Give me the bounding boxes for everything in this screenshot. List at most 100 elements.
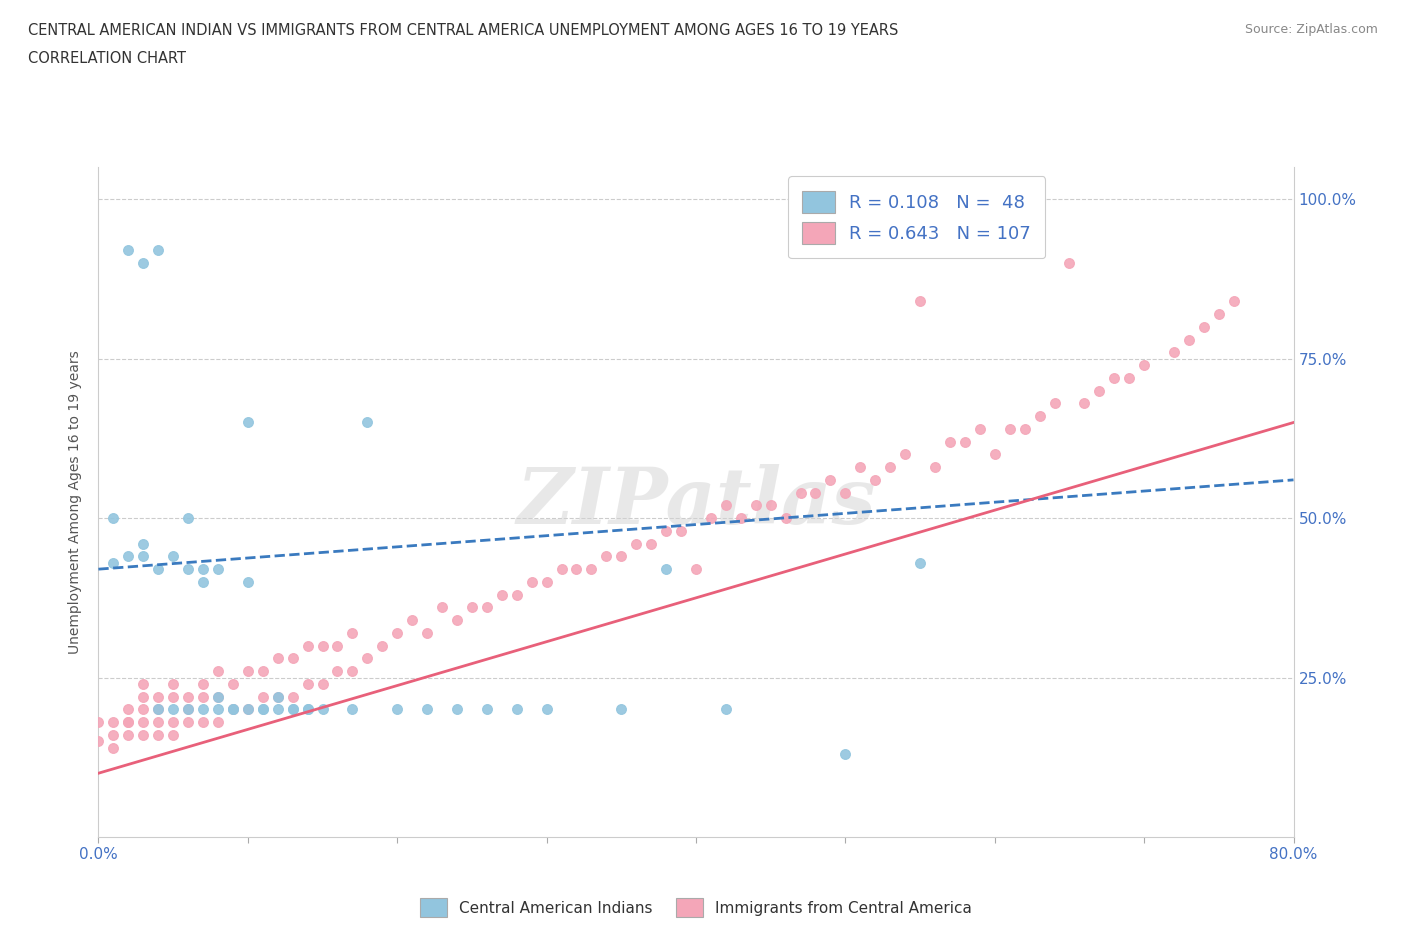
Point bbox=[252, 689, 274, 704]
Point bbox=[610, 702, 633, 717]
Point bbox=[416, 626, 439, 641]
Point bbox=[1104, 370, 1126, 385]
Point bbox=[536, 702, 558, 717]
Point bbox=[924, 459, 946, 474]
Point bbox=[640, 537, 662, 551]
Point bbox=[969, 421, 991, 436]
Legend: Central American Indians, Immigrants from Central America: Central American Indians, Immigrants fro… bbox=[413, 892, 979, 923]
Point bbox=[281, 702, 304, 717]
Point bbox=[191, 575, 214, 590]
Point bbox=[252, 702, 274, 717]
Point bbox=[461, 600, 484, 615]
Point bbox=[908, 555, 931, 570]
Point bbox=[148, 702, 170, 717]
Point bbox=[117, 727, 139, 742]
Point bbox=[103, 555, 125, 570]
Point bbox=[1118, 370, 1140, 385]
Point bbox=[385, 702, 409, 717]
Point bbox=[87, 715, 110, 730]
Point bbox=[162, 689, 184, 704]
Point bbox=[132, 702, 155, 717]
Point bbox=[865, 472, 887, 487]
Point bbox=[207, 689, 229, 704]
Text: Source: ZipAtlas.com: Source: ZipAtlas.com bbox=[1244, 23, 1378, 36]
Point bbox=[222, 702, 245, 717]
Point bbox=[148, 243, 170, 258]
Point bbox=[1059, 256, 1081, 271]
Point bbox=[745, 498, 768, 512]
Point bbox=[879, 459, 901, 474]
Point bbox=[132, 537, 155, 551]
Point bbox=[536, 575, 558, 590]
Point bbox=[162, 702, 184, 717]
Point bbox=[132, 727, 155, 742]
Point bbox=[834, 747, 856, 762]
Point bbox=[177, 702, 200, 717]
Point bbox=[222, 702, 245, 717]
Point bbox=[297, 702, 319, 717]
Point bbox=[267, 702, 290, 717]
Point bbox=[326, 638, 349, 653]
Point bbox=[267, 651, 290, 666]
Point bbox=[610, 549, 633, 564]
Point bbox=[1133, 358, 1156, 373]
Point bbox=[267, 689, 290, 704]
Point bbox=[834, 485, 856, 500]
Point bbox=[103, 511, 125, 525]
Point bbox=[267, 689, 290, 704]
Point bbox=[191, 676, 214, 691]
Point bbox=[446, 613, 468, 628]
Point bbox=[222, 702, 245, 717]
Point bbox=[311, 702, 333, 717]
Point bbox=[789, 485, 811, 500]
Point bbox=[207, 702, 229, 717]
Point bbox=[236, 702, 259, 717]
Text: CENTRAL AMERICAN INDIAN VS IMMIGRANTS FROM CENTRAL AMERICA UNEMPLOYMENT AMONG AG: CENTRAL AMERICAN INDIAN VS IMMIGRANTS FR… bbox=[28, 23, 898, 38]
Point bbox=[148, 562, 170, 577]
Point bbox=[849, 459, 872, 474]
Point bbox=[117, 715, 139, 730]
Point bbox=[401, 613, 423, 628]
Point bbox=[416, 702, 439, 717]
Point bbox=[191, 702, 214, 717]
Point bbox=[491, 587, 513, 602]
Point bbox=[207, 689, 229, 704]
Point bbox=[191, 715, 214, 730]
Point bbox=[730, 511, 752, 525]
Point bbox=[326, 664, 349, 679]
Point bbox=[775, 511, 797, 525]
Point bbox=[1014, 421, 1036, 436]
Y-axis label: Unemployment Among Ages 16 to 19 years: Unemployment Among Ages 16 to 19 years bbox=[69, 351, 83, 654]
Point bbox=[550, 562, 572, 577]
Point bbox=[207, 715, 229, 730]
Point bbox=[132, 676, 155, 691]
Point bbox=[475, 702, 498, 717]
Point bbox=[148, 689, 170, 704]
Point bbox=[595, 549, 617, 564]
Point bbox=[236, 702, 259, 717]
Point bbox=[162, 715, 184, 730]
Point bbox=[385, 626, 409, 641]
Point bbox=[132, 689, 155, 704]
Point bbox=[148, 702, 170, 717]
Point bbox=[371, 638, 394, 653]
Point bbox=[148, 727, 170, 742]
Point bbox=[1163, 345, 1185, 360]
Point bbox=[1208, 307, 1230, 322]
Point bbox=[162, 549, 184, 564]
Point bbox=[1073, 396, 1095, 411]
Point bbox=[281, 651, 304, 666]
Point bbox=[177, 715, 200, 730]
Text: ZIPatlas: ZIPatlas bbox=[516, 464, 876, 540]
Point bbox=[804, 485, 827, 500]
Point bbox=[311, 676, 333, 691]
Point bbox=[1223, 294, 1246, 309]
Point bbox=[132, 256, 155, 271]
Point bbox=[177, 702, 200, 717]
Point bbox=[103, 727, 125, 742]
Point bbox=[191, 689, 214, 704]
Point bbox=[626, 537, 648, 551]
Point bbox=[297, 638, 319, 653]
Point bbox=[820, 472, 842, 487]
Point bbox=[132, 549, 155, 564]
